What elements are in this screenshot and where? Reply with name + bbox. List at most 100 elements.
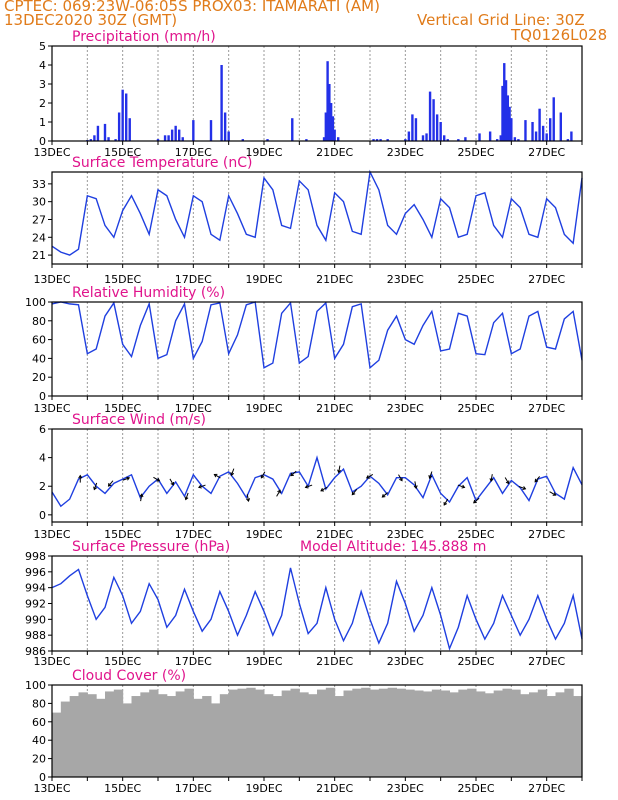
wind-arrow <box>429 471 433 479</box>
precipitation-mm-h-bar <box>328 84 331 141</box>
precipitation-mm-h-bar <box>541 125 545 141</box>
wind-arrow <box>108 480 114 487</box>
wind-arrow-head <box>277 489 281 494</box>
cloud-cover-bar <box>237 688 247 777</box>
wind-arrow-head <box>351 491 356 496</box>
x-tick-label: 23DEC <box>387 782 424 795</box>
x-tick-label: 27DEC <box>528 782 565 795</box>
x-tick-label: 25DEC <box>457 402 494 415</box>
x-tick-label: 17DEC <box>175 273 212 286</box>
x-tick-label: 27DEC <box>528 402 565 415</box>
cloud-cover-bar <box>264 694 274 777</box>
precipitation-mm-h-bar <box>241 139 244 141</box>
cloud-cover-bar <box>184 688 194 777</box>
precipitation-mm-h-bar <box>93 135 96 141</box>
wind-arrow <box>414 481 417 489</box>
wind-arrow <box>169 478 174 486</box>
precipitation-mm-h-bar <box>534 131 538 141</box>
wind-arrow <box>490 474 493 482</box>
y-tick-label: 20 <box>32 753 46 766</box>
wind-arrow <box>473 497 480 504</box>
precipitation-mm-h-bar <box>379 139 382 141</box>
precipitation-mm-h-bar <box>435 114 439 141</box>
wind-arrow-head <box>78 474 83 479</box>
y-tick-label: 27 <box>32 213 46 226</box>
wind-arrow-head <box>290 472 294 477</box>
x-tick-label: 17DEC <box>175 655 212 668</box>
y-tick-label: 21 <box>32 249 46 262</box>
y-tick-label: 996 <box>25 566 46 579</box>
surface-wind-m-s-title: Surface Wind (m/s) <box>72 412 206 428</box>
precipitation-mm-h-bar <box>170 129 174 141</box>
wind-arrow <box>230 468 235 476</box>
precipitation-mm-h-bar <box>156 139 160 141</box>
x-tick-label: 25DEC <box>457 655 494 668</box>
y-tick-label: 994 <box>25 582 46 595</box>
cloud-cover-bar <box>105 691 115 777</box>
x-tick-label: 19DEC <box>245 782 282 795</box>
precipitation-mm-h-bar <box>446 139 449 141</box>
cloud-cover-bar <box>308 694 318 777</box>
wind-arrow <box>122 477 130 481</box>
y-tick-label: 100 <box>25 679 46 692</box>
cloud-cover-bar <box>387 687 397 777</box>
cloud-cover-bar <box>96 698 106 777</box>
surface-wind-m-s-frame <box>51 428 583 523</box>
x-tick-label: 23DEC <box>387 273 424 286</box>
y-tick-label: 992 <box>25 598 46 611</box>
precipitation-mm-h-bar <box>117 112 121 141</box>
precipitation-mm-h-bar <box>223 112 227 141</box>
x-tick-label: 19DEC <box>245 528 282 541</box>
cloud-cover-bar <box>449 692 459 777</box>
wind-arrow-head <box>107 483 112 487</box>
header-model-code: TQ0126L028 <box>511 26 608 44</box>
cloud-cover-title: Cloud Cover (%) <box>72 668 186 684</box>
precipitation-mm-h-bar <box>324 112 328 141</box>
wind-arrow-head <box>139 493 144 498</box>
precipitation-mm-h-bar <box>443 135 446 141</box>
x-tick-label: 21DEC <box>316 655 353 668</box>
cloud-cover-bar <box>405 689 415 777</box>
y-tick-label: 80 <box>32 315 46 328</box>
y-tick-label: 0 <box>39 509 46 522</box>
cloud-cover-bar <box>343 690 353 777</box>
y-tick-label: 988 <box>25 629 46 642</box>
relative-humidity-frame <box>51 301 583 397</box>
cloud-cover-bar <box>529 692 539 777</box>
precipitation-mm-h-bar <box>566 139 570 141</box>
wind-arrow-head <box>534 478 539 483</box>
wind-arrow-head <box>443 501 448 506</box>
wind-arrow <box>351 488 358 495</box>
cloud-cover-bar <box>52 712 62 777</box>
cloud-cover-bar <box>60 701 71 777</box>
cloud-cover-bar <box>476 691 486 777</box>
wind-arrow-head <box>522 486 527 490</box>
cloud-cover-bar <box>272 696 283 777</box>
precipitation-mm-h-bar <box>174 125 177 141</box>
precipitation-mm-h-bar <box>96 125 100 141</box>
cloud-cover-bar <box>414 690 424 777</box>
y-tick-label: 5 <box>39 40 46 53</box>
precipitation-mm-h-bar <box>552 97 555 141</box>
precipitation-mm-h-bar <box>508 106 511 141</box>
precipitation-mm-h-bar <box>337 137 340 141</box>
precipitation-mm-h-bar <box>464 137 467 141</box>
wind-arrow-head <box>213 473 218 478</box>
cloud-cover-bar <box>431 689 442 777</box>
x-tick-label: 21DEC <box>316 528 353 541</box>
x-tick-label: 23DEC <box>387 655 424 668</box>
wind-arrow <box>366 474 374 479</box>
wind-arrow-head <box>461 484 466 489</box>
cloud-cover-bar <box>317 689 327 777</box>
x-tick-label: 13DEC <box>33 528 70 541</box>
cloud-cover-bar <box>78 692 88 777</box>
y-tick-label: 40 <box>32 734 46 747</box>
precipitation-mm-h-bar <box>559 112 562 141</box>
x-tick-label: 27DEC <box>528 655 565 668</box>
cloud-cover-bar <box>493 690 503 777</box>
cloud-cover-bar <box>166 696 177 777</box>
x-tick-label: 21DEC <box>316 402 353 415</box>
cloud-cover-bar <box>467 688 477 777</box>
x-tick-label: 19DEC <box>245 273 282 286</box>
cloud-cover-bar <box>158 694 168 777</box>
